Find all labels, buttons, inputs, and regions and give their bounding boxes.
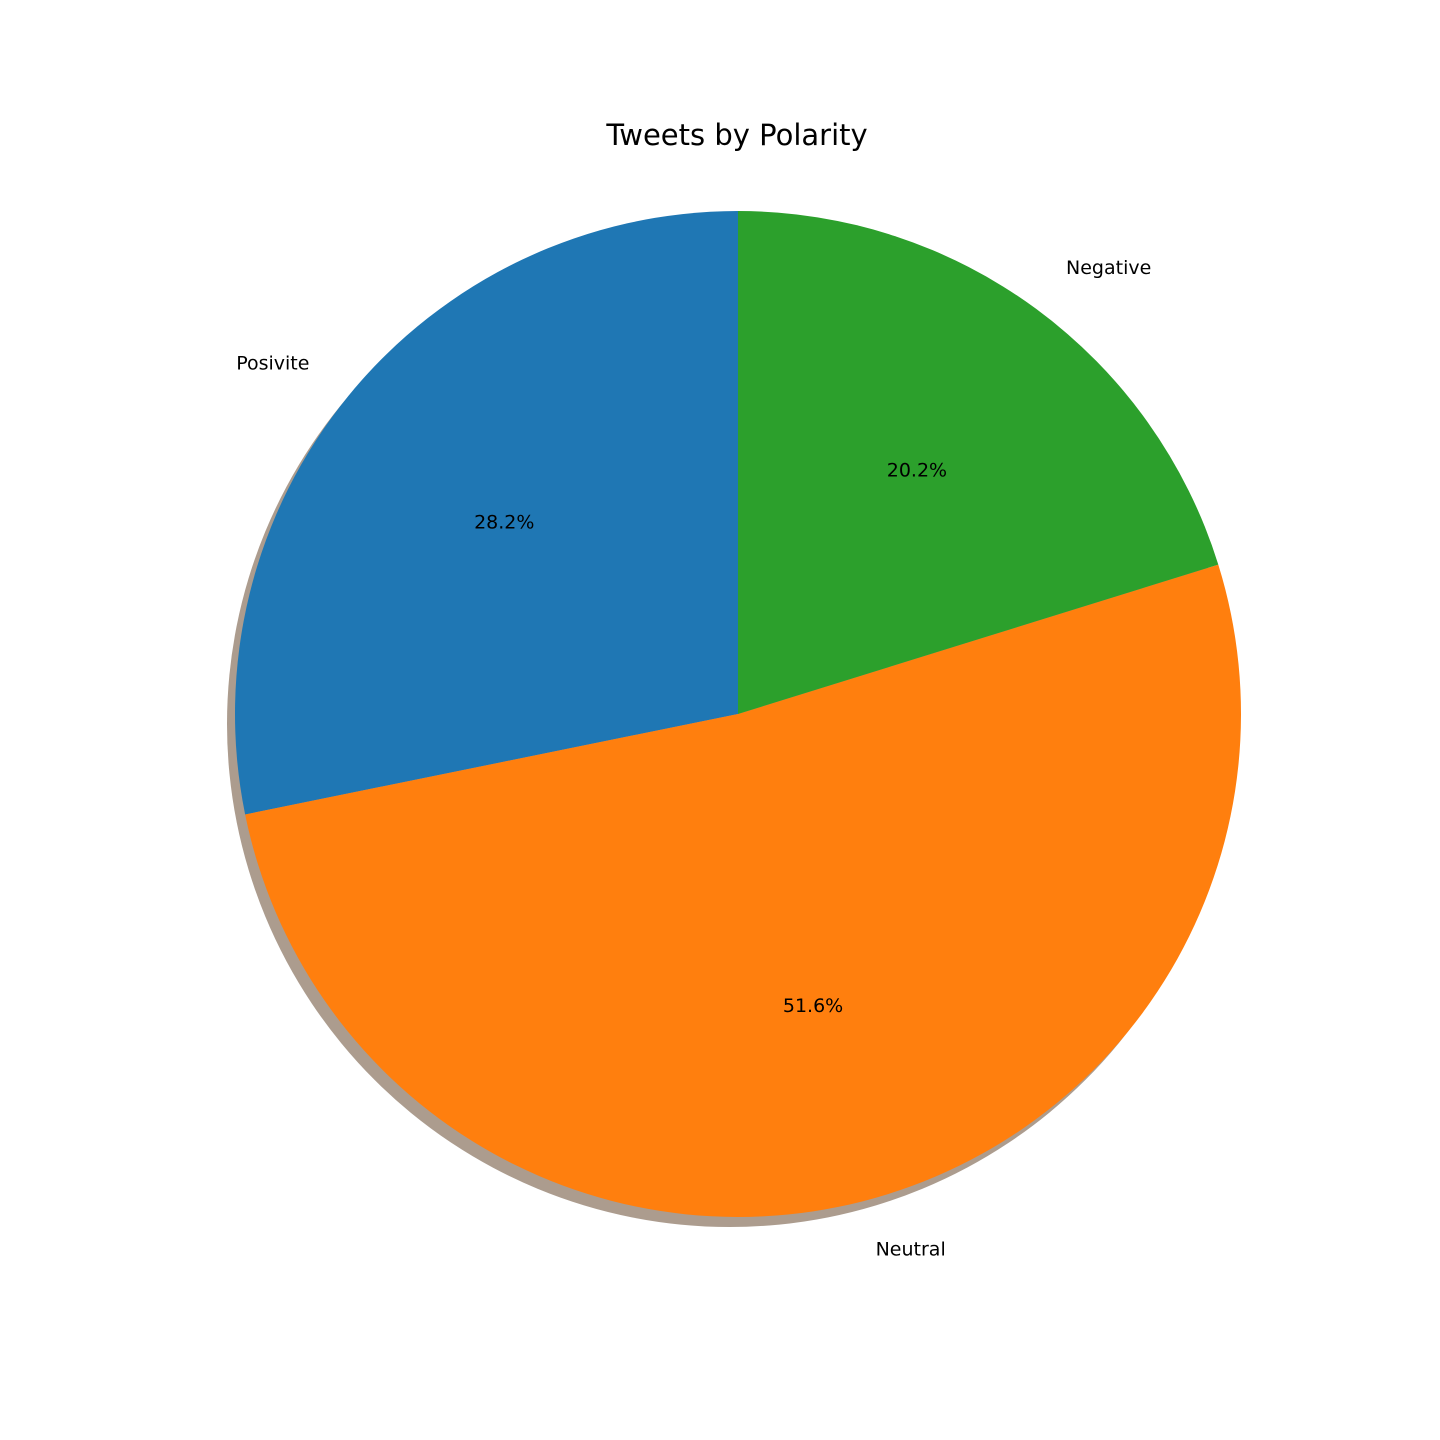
percent-label-neutral: 51.6% [783, 995, 843, 1017]
slice-label-negative: Negative [1066, 257, 1151, 279]
slice-label-neutral: Neutral [876, 1238, 946, 1260]
slice-label-posivite: Posivite [236, 352, 309, 374]
pie-slice-posivite [235, 211, 738, 815]
pie-labels: Posivite 28.2% Neutral 51.6% Negative 20.2% [236, 257, 1151, 1260]
percent-label-negative: 20.2% [887, 459, 947, 481]
pie-slice-negative [738, 211, 1219, 714]
chart-title: Tweets by Polarity [605, 118, 867, 152]
percent-label-posivite: 28.2% [474, 512, 534, 534]
pie-slices [235, 211, 1242, 1218]
pie-slice-neutral [245, 564, 1242, 1218]
